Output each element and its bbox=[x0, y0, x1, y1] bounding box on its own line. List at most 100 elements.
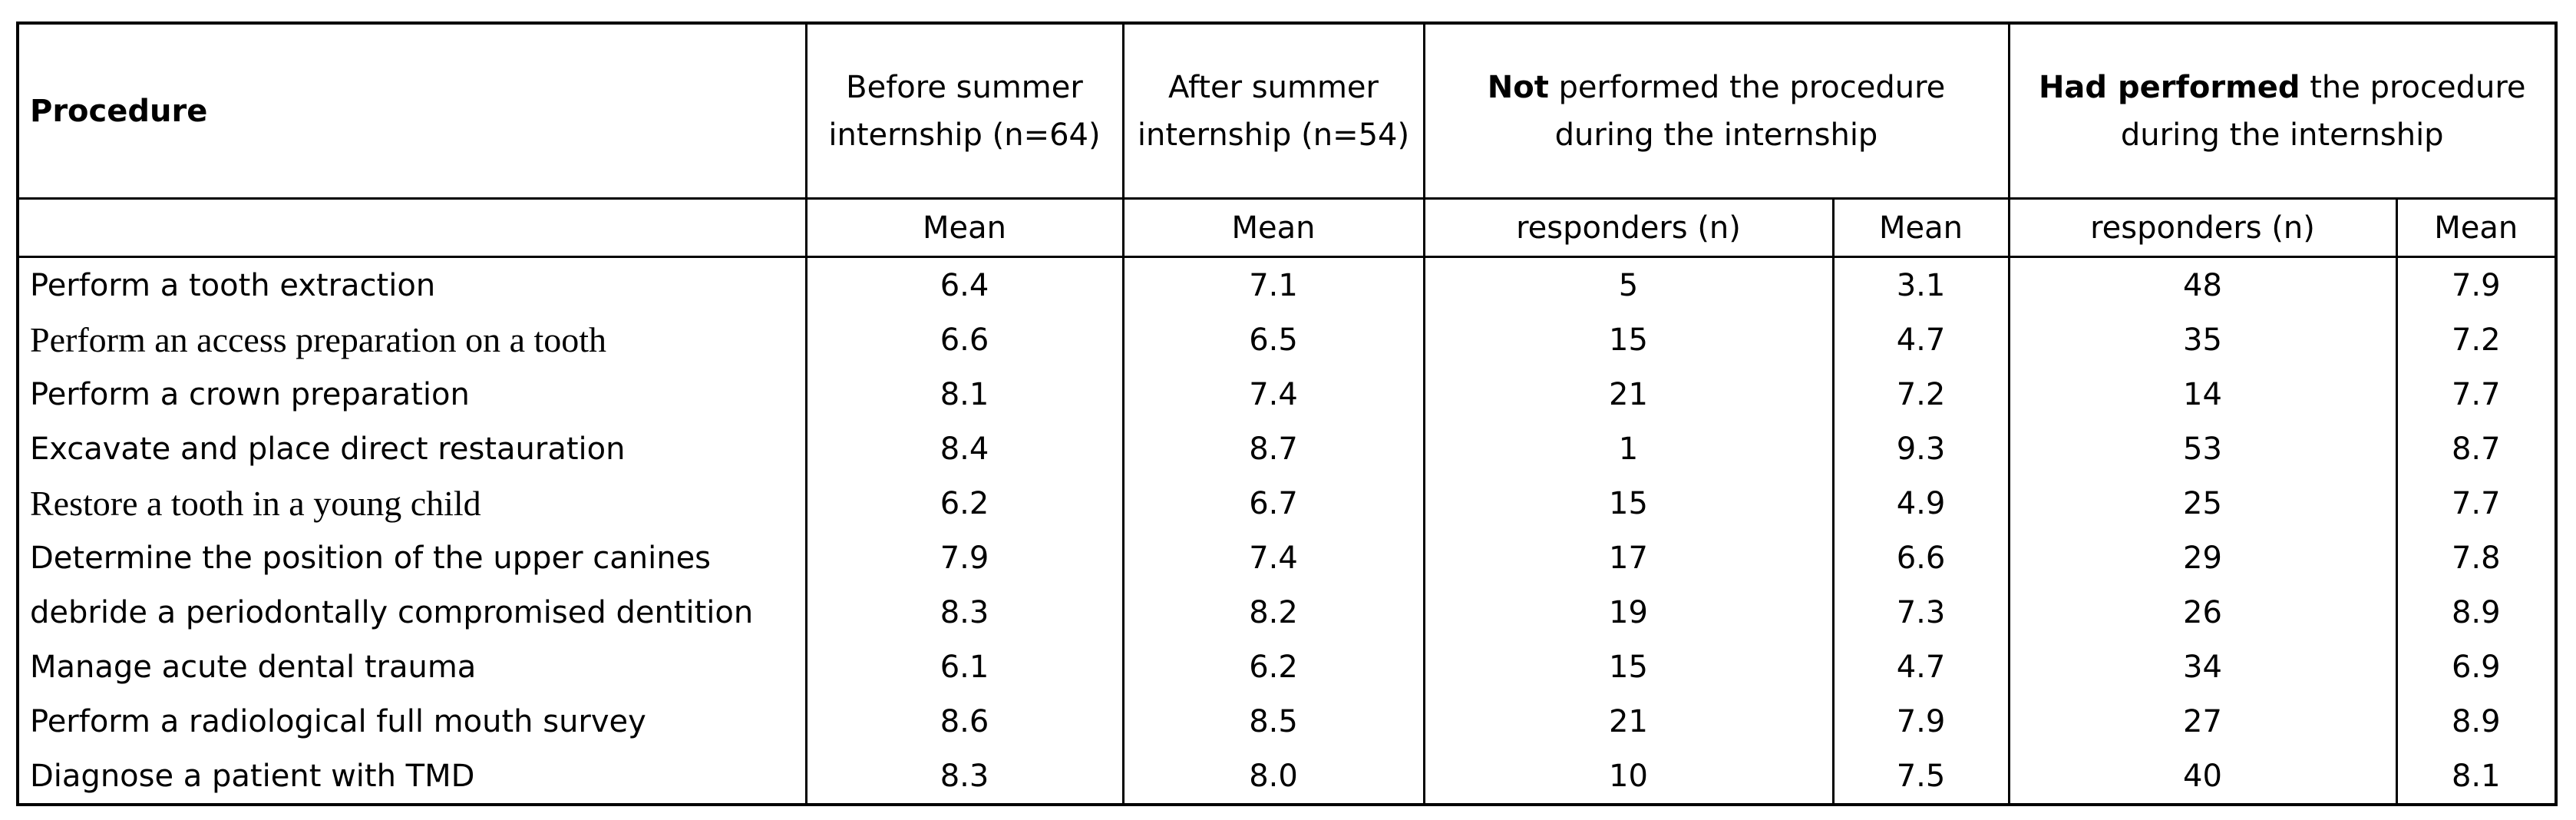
value-cell: 6.5 bbox=[1121, 312, 1425, 367]
procedure-cell: debride a periodontally compromised dent… bbox=[16, 585, 807, 640]
value-cell: 6.2 bbox=[1121, 640, 1425, 694]
value-cell: 15 bbox=[1422, 312, 1835, 367]
value-cell: 6.2 bbox=[804, 476, 1125, 531]
subheader-cell: Mean bbox=[1831, 198, 2010, 258]
value-cell: 7.9 bbox=[1831, 694, 2010, 749]
value-cell: 7.5 bbox=[1831, 749, 2010, 805]
value-cell: 4.9 bbox=[1831, 476, 2010, 531]
data-row: Perform a tooth extraction 6.4 7.1 5 3.1 48 7.… bbox=[16, 256, 2558, 312]
value-cell: 8.9 bbox=[2395, 694, 2558, 749]
value-cell: 7.7 bbox=[2395, 476, 2558, 531]
value-cell: 8.7 bbox=[2395, 422, 2558, 476]
procedure-cell: Perform a radiological full mouth survey bbox=[16, 694, 807, 749]
value-cell: 7.9 bbox=[804, 531, 1125, 585]
value-cell: 8.0 bbox=[1121, 749, 1425, 805]
header-cell: Before summer internship (n=64) bbox=[804, 23, 1125, 200]
value-cell: 14 bbox=[2007, 367, 2398, 422]
value-cell: 7.4 bbox=[1121, 367, 1425, 422]
data-row: Perform a radiological full mouth survey… bbox=[16, 694, 2558, 749]
value-cell: 6.6 bbox=[804, 312, 1125, 367]
value-cell: 7.4 bbox=[1121, 531, 1425, 585]
value-cell: 25 bbox=[2007, 476, 2398, 531]
procedure-cell: Excavate and place direct restauration bbox=[16, 422, 807, 476]
data-row: Perform an access preparation on a tooth… bbox=[16, 312, 2558, 367]
header-text: Procedure bbox=[30, 93, 208, 129]
value-cell: 35 bbox=[2007, 312, 2398, 367]
value-cell: 21 bbox=[1422, 694, 1835, 749]
data-row: Perform a crown preparation 8.1 7.4 21 7.2 14… bbox=[16, 367, 2558, 422]
procedure-cell: Restore a tooth in a young child bbox=[16, 476, 807, 531]
procedure-cell: Determine the position of the upper cani… bbox=[16, 531, 807, 585]
value-cell: 4.7 bbox=[1831, 640, 2010, 694]
value-cell: 17 bbox=[1422, 531, 1835, 585]
value-cell: 7.3 bbox=[1831, 585, 2010, 640]
data-row: Excavate and place direct restauration 8.… bbox=[16, 422, 2558, 476]
value-cell: 19 bbox=[1422, 585, 1835, 640]
value-cell: 8.2 bbox=[1121, 585, 1425, 640]
subheader-cell: Mean bbox=[2395, 198, 2558, 258]
value-cell: 10 bbox=[1422, 749, 1835, 805]
value-cell: 8.9 bbox=[2395, 585, 2558, 640]
value-cell: 8.1 bbox=[804, 367, 1125, 422]
subheader-cell: Mean bbox=[804, 198, 1125, 258]
header-bold: Had performed bbox=[2038, 69, 2300, 105]
procedure-cell: Manage acute dental trauma bbox=[16, 640, 807, 694]
value-cell: 15 bbox=[1422, 476, 1835, 531]
value-cell: 6.7 bbox=[1121, 476, 1425, 531]
value-cell: 8.1 bbox=[2395, 749, 2558, 805]
value-cell: 7.9 bbox=[2395, 256, 2558, 312]
procedure-cell: Diagnose a patient with TMD bbox=[16, 749, 807, 805]
subheader-cell: responders (n) bbox=[2007, 198, 2398, 258]
value-cell: 9.3 bbox=[1831, 422, 2010, 476]
subheader-cell: responders (n) bbox=[1422, 198, 1835, 258]
data-row: Restore a tooth in a young child 6.2 6.7 15… bbox=[16, 476, 2558, 531]
procedure-cell: Perform an access preparation on a tooth bbox=[16, 312, 807, 367]
header-cell: Not performed the procedure during the i… bbox=[1422, 23, 2010, 200]
data-row: Manage acute dental trauma 6.1 6.2 15 4.7 34 6… bbox=[16, 640, 2558, 694]
data-row: Determine the position of the upper cani… bbox=[16, 531, 2558, 585]
value-cell: 7.1 bbox=[1121, 256, 1425, 312]
value-cell: 26 bbox=[2007, 585, 2398, 640]
procedure-cell: Perform a crown preparation bbox=[16, 367, 807, 422]
value-cell: 27 bbox=[2007, 694, 2398, 749]
value-cell: 8.6 bbox=[804, 694, 1125, 749]
value-cell: 48 bbox=[2007, 256, 2398, 312]
results-table: Procedure Before summer internship (n=64… bbox=[16, 21, 2558, 806]
value-cell: 7.8 bbox=[2395, 531, 2558, 585]
value-cell: 5 bbox=[1422, 256, 1835, 312]
value-cell: 29 bbox=[2007, 531, 2398, 585]
value-cell: 6.4 bbox=[804, 256, 1125, 312]
header-text: the procedure during the internship bbox=[2120, 69, 2526, 153]
data-row: Diagnose a patient with TMD 8.3 8.0 10 7.5 40… bbox=[16, 749, 2558, 805]
header-bold: Not bbox=[1487, 69, 1549, 105]
value-cell: 6.6 bbox=[1831, 531, 2010, 585]
value-cell: 53 bbox=[2007, 422, 2398, 476]
header-cell: Procedure bbox=[16, 23, 807, 200]
value-cell: 4.7 bbox=[1831, 312, 2010, 367]
value-cell: 8.3 bbox=[804, 749, 1125, 805]
value-cell: 6.1 bbox=[804, 640, 1125, 694]
value-cell: 8.7 bbox=[1121, 422, 1425, 476]
value-cell: 8.4 bbox=[804, 422, 1125, 476]
value-cell: 7.7 bbox=[2395, 367, 2558, 422]
procedure-cell: Perform a tooth extraction bbox=[16, 256, 807, 312]
value-cell: 21 bbox=[1422, 367, 1835, 422]
subheader-cell: Mean bbox=[1121, 198, 1425, 258]
value-cell: 7.2 bbox=[2395, 312, 2558, 367]
value-cell: 34 bbox=[2007, 640, 2398, 694]
header-cell: Had performed the procedure during the i… bbox=[2007, 23, 2558, 200]
header-cell: After summer internship (n=54) bbox=[1121, 23, 1425, 200]
data-row: debride a periodontally compromised dent… bbox=[16, 585, 2558, 640]
value-cell: 15 bbox=[1422, 640, 1835, 694]
value-cell: 6.9 bbox=[2395, 640, 2558, 694]
value-cell: 1 bbox=[1422, 422, 1835, 476]
value-cell: 3.1 bbox=[1831, 256, 2010, 312]
header-text: performed the procedure during the inter… bbox=[1554, 69, 1946, 153]
header-row: Procedure Before summer internship (n=64… bbox=[16, 23, 2558, 200]
value-cell: 8.5 bbox=[1121, 694, 1425, 749]
subheader-row: Mean Mean responders (n) Mean responders (n)… bbox=[16, 198, 2558, 258]
value-cell: 8.3 bbox=[804, 585, 1125, 640]
value-cell: 40 bbox=[2007, 749, 2398, 805]
subheader-cell bbox=[16, 198, 807, 258]
